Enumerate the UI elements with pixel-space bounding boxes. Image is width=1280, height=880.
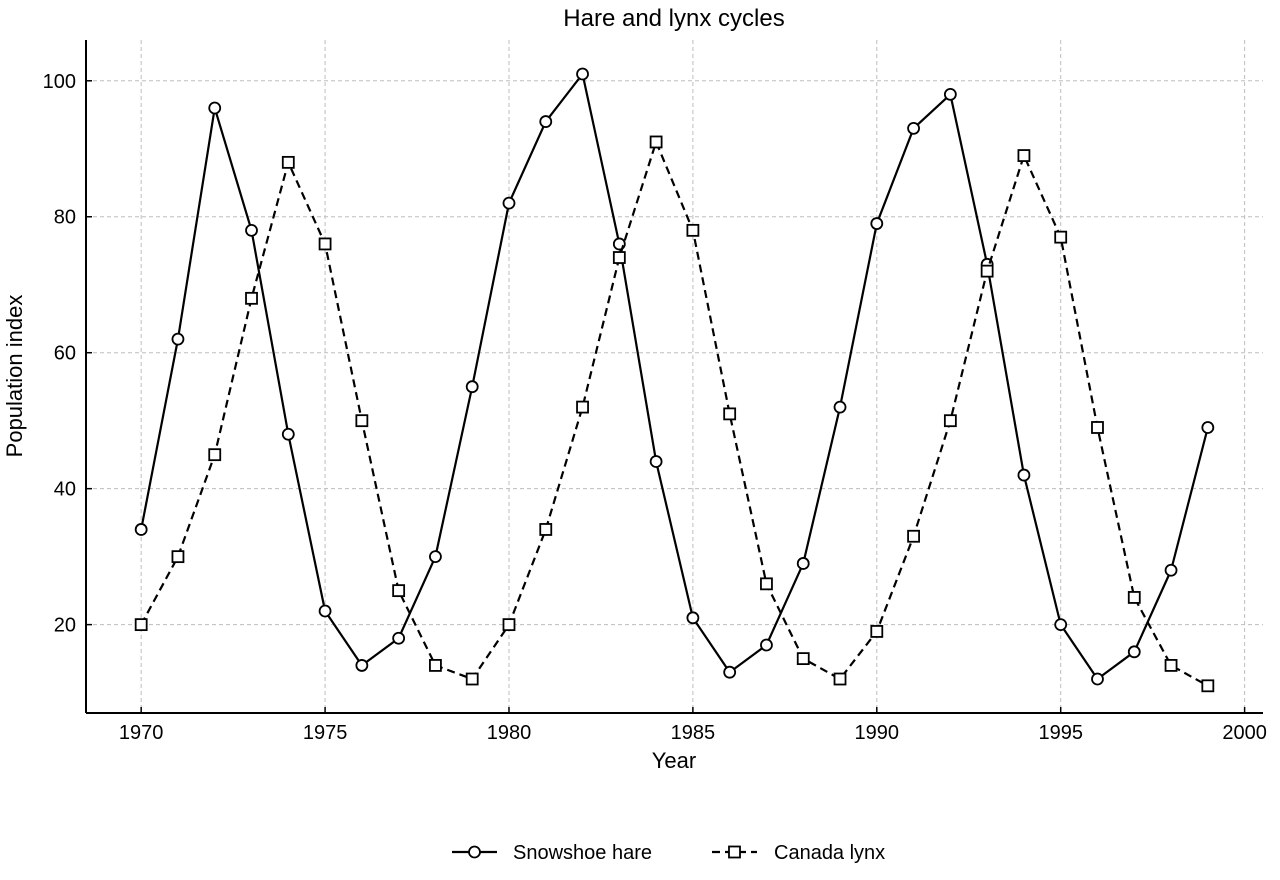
- x-axis-label: Year: [652, 748, 696, 773]
- data-point: [1092, 422, 1103, 433]
- data-point: [908, 123, 919, 134]
- data-point: [393, 585, 404, 596]
- data-point: [1166, 660, 1177, 671]
- grid-layer: [86, 40, 1263, 713]
- y-tick-label: 100: [43, 71, 76, 93]
- data-point: [1055, 619, 1066, 630]
- data-point: [246, 293, 257, 304]
- data-point: [835, 402, 846, 413]
- data-point: [430, 551, 441, 562]
- data-point: [467, 381, 478, 392]
- data-point: [945, 89, 956, 100]
- y-tick-label: 40: [54, 479, 76, 501]
- x-tick-label: 1990: [855, 722, 900, 744]
- data-point: [356, 660, 367, 671]
- data-point: [540, 116, 551, 127]
- data-point: [467, 674, 478, 685]
- x-tick-label: 1975: [303, 722, 348, 744]
- data-point: [1055, 232, 1066, 243]
- data-point: [320, 238, 331, 249]
- series-line: [141, 74, 1208, 679]
- data-point: [320, 606, 331, 617]
- data-point: [577, 68, 588, 79]
- data-point: [136, 619, 147, 630]
- data-point: [614, 252, 625, 263]
- series-snowshoe-hare: [136, 68, 1214, 684]
- chart-title: Hare and lynx cycles: [563, 5, 784, 32]
- legend-label: Snowshoe hare: [513, 842, 652, 864]
- data-point: [761, 578, 772, 589]
- legend-item: Canada lynx: [712, 842, 885, 864]
- y-axis-label: Population index: [2, 295, 27, 458]
- series-line: [141, 142, 1208, 686]
- data-point: [1129, 592, 1140, 603]
- data-point: [1166, 565, 1177, 576]
- data-point: [246, 225, 257, 236]
- data-point: [1092, 674, 1103, 685]
- data-point: [209, 102, 220, 113]
- data-point: [651, 456, 662, 467]
- data-point: [503, 198, 514, 209]
- data-point: [945, 415, 956, 426]
- data-point: [724, 667, 735, 678]
- data-point: [283, 429, 294, 440]
- data-point: [798, 558, 809, 569]
- y-tick-label: 60: [54, 343, 76, 365]
- data-point: [871, 626, 882, 637]
- data-point: [724, 408, 735, 419]
- data-point: [577, 402, 588, 413]
- x-tick-label: 1995: [1038, 722, 1083, 744]
- data-point: [1202, 680, 1213, 691]
- data-point: [172, 551, 183, 562]
- data-point: [761, 640, 772, 651]
- data-point: [136, 524, 147, 535]
- data-point: [651, 136, 662, 147]
- legend-marker: [729, 847, 740, 858]
- data-point: [1129, 646, 1140, 657]
- data-point: [503, 619, 514, 630]
- legend-marker: [469, 847, 480, 858]
- series-layer: [136, 68, 1214, 691]
- data-point: [209, 449, 220, 460]
- legend-label: Canada lynx: [774, 842, 885, 864]
- data-point: [871, 218, 882, 229]
- data-point: [430, 660, 441, 671]
- data-point: [356, 415, 367, 426]
- data-point: [687, 225, 698, 236]
- data-point: [687, 612, 698, 623]
- x-tick-label: 2000: [1222, 722, 1267, 744]
- data-point: [1018, 470, 1029, 481]
- y-tick-label: 80: [54, 207, 76, 229]
- x-tick-label: 1985: [671, 722, 716, 744]
- data-point: [798, 653, 809, 664]
- x-tick-label: 1980: [487, 722, 532, 744]
- x-tick-label: 1970: [119, 722, 164, 744]
- legend: Snowshoe hare Canada lynx: [452, 842, 885, 864]
- data-point: [835, 674, 846, 685]
- data-point: [982, 266, 993, 277]
- data-point: [393, 633, 404, 644]
- data-point: [283, 157, 294, 168]
- data-point: [172, 334, 183, 345]
- data-point: [540, 524, 551, 535]
- y-tick-label: 20: [54, 615, 76, 637]
- data-point: [1202, 422, 1213, 433]
- legend-item: Snowshoe hare: [452, 842, 652, 864]
- series-canada-lynx: [136, 136, 1214, 691]
- data-point: [1018, 150, 1029, 161]
- data-point: [908, 531, 919, 542]
